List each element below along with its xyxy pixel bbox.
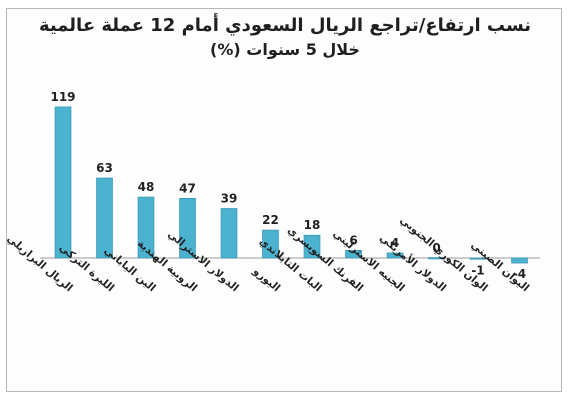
bar-10 [428, 257, 445, 260]
bar-9 [386, 252, 404, 259]
data-label-7: 18 [304, 218, 321, 232]
bar-1 [54, 106, 72, 259]
data-label-11: -1 [471, 263, 484, 277]
data-label-1: 119 [50, 90, 75, 104]
data-label-6: 22 [262, 213, 279, 227]
data-label-10: 0 [432, 241, 440, 255]
data-label-2: 63 [96, 161, 113, 175]
category-label-6: اليورو [250, 265, 282, 295]
bar-6 [262, 229, 279, 259]
bar-11 [469, 257, 487, 260]
bar-2 [96, 177, 113, 259]
data-label-12: -4 [513, 267, 526, 281]
data-label-5: 39 [221, 191, 238, 205]
bar-4 [179, 198, 196, 259]
bar-8 [345, 250, 362, 259]
data-label-8: 6 [349, 233, 357, 247]
data-label-9: 4 [391, 236, 399, 250]
data-label-3: 48 [138, 180, 155, 194]
bar-12 [511, 257, 528, 264]
chart-subtitle: خلال 5 سنوات (%) [210, 40, 360, 59]
chart-title: نسب ارتفاع/تراجع الريال السعودي أمام 12 … [38, 15, 532, 36]
bar-5 [220, 208, 238, 259]
bar-3 [137, 196, 155, 259]
data-label-4: 47 [179, 181, 196, 195]
bar-7 [303, 234, 321, 259]
